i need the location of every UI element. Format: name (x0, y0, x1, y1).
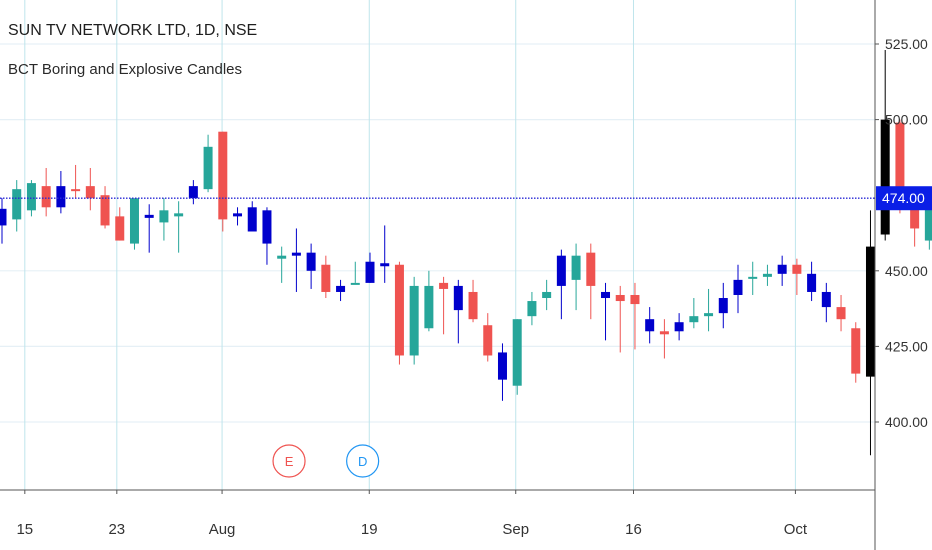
candle-body (439, 282, 449, 289)
candle-body (571, 255, 581, 280)
candle-body (659, 331, 669, 335)
candle-body (306, 252, 316, 271)
candle-body (718, 298, 728, 314)
candle-body (762, 273, 772, 277)
last-price-label-bg (876, 186, 932, 211)
x-tick-label: 15 (16, 521, 33, 538)
candle-body (497, 352, 507, 380)
candle-body (203, 146, 213, 190)
candle-body (792, 264, 802, 274)
candle-body (512, 319, 522, 386)
candle-body (159, 210, 169, 223)
candle-body (365, 261, 375, 283)
candle-body (704, 313, 714, 317)
candle-body (689, 316, 699, 323)
candle-body (424, 285, 434, 329)
candle-body (895, 122, 905, 196)
x-tick-label: Aug (209, 521, 236, 538)
candle-body (910, 201, 920, 229)
y-tick-label: 450.00 (885, 263, 928, 279)
candle-body (129, 198, 139, 244)
x-tick-label: 16 (625, 521, 642, 538)
candle-body (483, 325, 493, 356)
candle-body (394, 264, 404, 356)
x-tick-label: 23 (108, 521, 125, 538)
candle-body (807, 273, 817, 292)
indicator-title: BCT Boring and Explosive Candles (8, 61, 243, 78)
candle-body (601, 291, 611, 299)
candle-body (409, 285, 419, 356)
candle-body (453, 285, 463, 311)
candle-body (12, 189, 22, 220)
candle-body (527, 301, 537, 317)
candle-body (26, 183, 36, 211)
candle-body (851, 328, 861, 374)
candle-body (0, 208, 7, 226)
candle-body (100, 195, 110, 226)
candle-body (468, 291, 478, 320)
candle-body (277, 255, 287, 259)
candle-body (85, 186, 95, 199)
candle-body (586, 252, 596, 286)
candle-body (291, 252, 301, 256)
candle-body (674, 322, 684, 332)
candle-body (262, 210, 272, 244)
candle-body (777, 264, 787, 274)
dividend-marker-label: D (358, 454, 367, 469)
symbol-title: SUN TV NETWORK LTD, 1D, NSE (8, 22, 258, 39)
x-tick-label: Oct (784, 521, 808, 538)
candle-body (630, 294, 640, 305)
earnings-marker-label: E (285, 454, 294, 469)
candle-body (247, 207, 257, 232)
candle-body (115, 216, 125, 241)
candle-body (350, 282, 360, 285)
candle-body (321, 264, 331, 292)
candle-body (836, 307, 846, 320)
candle-body (924, 204, 932, 241)
y-tick-label: 400.00 (885, 414, 928, 430)
candle-body (542, 291, 552, 299)
candle-body (645, 319, 655, 332)
candle-body (556, 255, 566, 286)
last-price-label: 474.00 (882, 190, 925, 206)
candle-body (144, 214, 154, 218)
candle-body (380, 263, 390, 267)
candle-body (880, 119, 890, 235)
dividend-marker (346, 444, 380, 478)
candle-body (41, 186, 51, 208)
candle-body (748, 276, 758, 279)
candle-body (821, 291, 831, 308)
y-tick-label: 425.00 (885, 338, 928, 354)
candle-body (71, 189, 81, 192)
candle-body (174, 213, 184, 217)
candle-body (733, 279, 743, 295)
candle-body (188, 186, 198, 199)
y-tick-label: 525.00 (885, 36, 928, 52)
y-tick-label: 500.00 (885, 112, 928, 128)
candle-body (233, 213, 243, 217)
candle-body (615, 294, 625, 302)
x-tick-label: Sep (502, 521, 529, 538)
x-tick-label: 19 (361, 521, 378, 538)
candle-body (865, 246, 875, 377)
candle-body (56, 186, 66, 208)
earnings-marker (272, 444, 306, 478)
candle-body (218, 131, 228, 220)
candle-body (336, 285, 346, 292)
